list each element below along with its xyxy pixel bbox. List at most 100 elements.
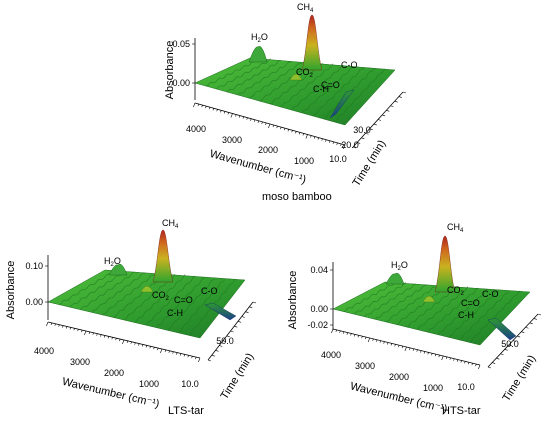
y-tick-label: 0.05 bbox=[172, 39, 190, 49]
x-minor-tick bbox=[438, 354, 440, 358]
x-minor-tick bbox=[357, 335, 360, 338]
negative-band bbox=[204, 302, 237, 321]
peak-label: H2O bbox=[251, 32, 268, 44]
mesh-line bbox=[364, 283, 417, 317]
x-minor-tick bbox=[464, 361, 466, 364]
mesh-line bbox=[123, 274, 176, 321]
z-minor-tick bbox=[234, 325, 238, 328]
co2-peak bbox=[422, 295, 436, 303]
x-minor-tick bbox=[46, 321, 49, 327]
x-minor-tick bbox=[339, 330, 341, 333]
x-minor-tick bbox=[295, 131, 297, 134]
mesh-line bbox=[301, 66, 354, 114]
z-minor-tick bbox=[382, 114, 386, 117]
x-minor-tick bbox=[153, 347, 155, 350]
x-minor-tick bbox=[145, 345, 148, 348]
y-tick-label: 0.00 bbox=[25, 297, 43, 307]
x-minor-tick bbox=[336, 142, 338, 146]
co2-peak bbox=[289, 73, 303, 81]
z-minor-tick bbox=[357, 142, 361, 144]
x-tick-label: 2000 bbox=[104, 368, 124, 378]
peak-label: H2O bbox=[104, 256, 121, 268]
z-minor-tick bbox=[377, 119, 382, 121]
mesh-line bbox=[58, 269, 116, 305]
peak-label: C-H bbox=[313, 84, 329, 94]
mesh-line bbox=[312, 68, 365, 117]
surface-base bbox=[47, 269, 246, 339]
peak-label: C-H bbox=[167, 308, 183, 318]
x-minor-tick bbox=[409, 347, 411, 351]
x-minor-tick bbox=[412, 348, 415, 351]
z-minor-tick bbox=[492, 362, 496, 364]
x-tick-label: 1000 bbox=[294, 156, 314, 166]
z-minor-tick bbox=[352, 146, 357, 149]
x-tick-label: 4000 bbox=[186, 124, 206, 134]
mesh-line bbox=[216, 58, 271, 90]
x-minor-tick bbox=[250, 118, 252, 121]
mesh-line bbox=[80, 271, 136, 310]
x-minor-tick bbox=[111, 337, 113, 340]
x-minor-tick bbox=[235, 114, 237, 117]
x-minor-tick bbox=[246, 117, 248, 120]
x-minor-tick bbox=[449, 357, 451, 360]
x-tick-label: 2000 bbox=[258, 145, 278, 155]
x-minor-tick bbox=[119, 338, 121, 342]
z-minor-tick bbox=[525, 326, 529, 329]
peak-label: C=O bbox=[461, 298, 480, 308]
co2-peak bbox=[140, 285, 154, 293]
x-minor-tick bbox=[107, 336, 110, 339]
x-minor-tick bbox=[65, 326, 68, 329]
z-minor-tick bbox=[398, 96, 402, 98]
mesh-line bbox=[156, 277, 206, 328]
z-minor-tick bbox=[361, 137, 365, 140]
peak-label: C-O bbox=[341, 60, 358, 70]
y-tick-label: 0.04 bbox=[310, 265, 328, 275]
z-minor-tick bbox=[529, 322, 533, 325]
y-axis-label: Absorbance bbox=[287, 271, 299, 330]
x-minor-tick bbox=[335, 329, 337, 333]
mesh-line bbox=[280, 63, 334, 108]
x-minor-tick bbox=[416, 349, 418, 352]
z-minor-tick bbox=[390, 105, 394, 108]
x-minor-tick bbox=[353, 334, 356, 337]
x-minor-tick bbox=[134, 342, 136, 345]
mesh-line bbox=[259, 63, 313, 102]
mesh-line bbox=[469, 290, 520, 343]
panel-caption: LTS-tar bbox=[168, 405, 204, 417]
mesh-line bbox=[395, 286, 448, 325]
z-minor-tick bbox=[386, 110, 390, 112]
mesh-line bbox=[113, 274, 166, 318]
mesh-line bbox=[248, 63, 302, 99]
x-minor-tick bbox=[100, 334, 102, 337]
x-minor-tick bbox=[179, 353, 182, 356]
mesh-line bbox=[91, 273, 146, 313]
x-minor-tick bbox=[96, 333, 98, 336]
surface-mesh bbox=[58, 269, 236, 336]
x-minor-tick bbox=[103, 335, 106, 338]
mesh-line bbox=[448, 290, 499, 338]
x-minor-tick bbox=[401, 345, 404, 349]
x-tick-label: 4000 bbox=[34, 346, 54, 356]
x-minor-tick bbox=[81, 329, 83, 333]
x-minor-tick bbox=[361, 336, 363, 339]
x-minor-tick bbox=[130, 341, 132, 344]
x-minor-tick bbox=[160, 348, 163, 354]
x-minor-tick bbox=[456, 359, 459, 362]
x-minor-tick bbox=[208, 107, 211, 110]
z-minor-tick bbox=[365, 132, 369, 135]
x-minor-tick bbox=[453, 358, 455, 361]
z-minor-tick bbox=[504, 349, 508, 351]
surface-mesh bbox=[343, 281, 520, 343]
z-minor-tick bbox=[241, 316, 245, 318]
mesh-line bbox=[458, 291, 510, 341]
z-tick-label: 10.0 bbox=[181, 379, 199, 389]
y-tick-label: 0.00 bbox=[172, 78, 190, 88]
x-minor-tick bbox=[342, 331, 345, 334]
z-minor-tick bbox=[222, 340, 227, 342]
ch4-peak bbox=[434, 235, 456, 293]
panel-3: 0.040.00-0.02Absorbance4000300020001000W… bbox=[287, 222, 542, 417]
x-minor-tick bbox=[257, 120, 260, 123]
mesh-line bbox=[226, 60, 282, 93]
z-minor-tick bbox=[207, 359, 212, 362]
peak-label: CH4 bbox=[162, 218, 179, 230]
